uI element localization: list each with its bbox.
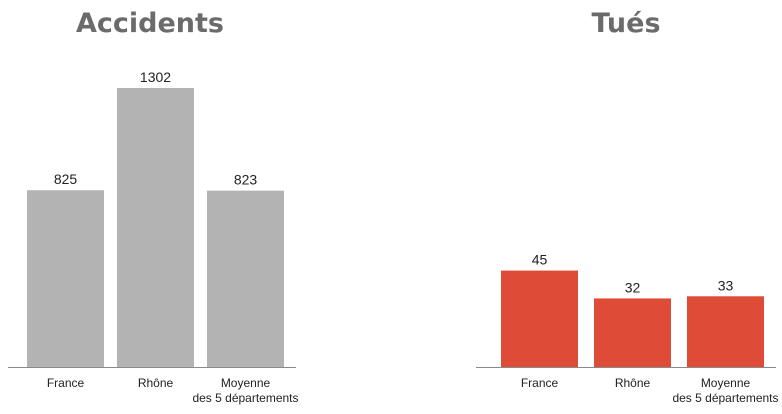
data-label: 823 (234, 172, 258, 188)
data-label: 33 (718, 277, 734, 293)
data-label: 825 (54, 171, 78, 187)
chart-title: Tués (591, 8, 661, 39)
accidents-chart: Accidents 825 France 1302 Rhône 823 Moyenne de… (0, 0, 300, 414)
tues-plot: 45 France 32 Rhône 33 Moyenne des 5 départemen… (476, 252, 779, 405)
bar (501, 270, 578, 367)
bar (594, 298, 671, 367)
x-tick-label: Rhône (615, 376, 651, 390)
data-label: 45 (532, 252, 548, 268)
bar (207, 190, 284, 367)
x-tick-label: France (521, 376, 559, 390)
x-tick-label: Moyenne des 5 départements (672, 376, 778, 405)
x-tick-label: Moyenne des 5 départements (192, 376, 298, 405)
x-tick-label: France (47, 376, 85, 390)
chart-title: Accidents (76, 8, 224, 39)
bar (27, 190, 104, 367)
data-label: 32 (625, 279, 641, 295)
bar (117, 88, 194, 367)
data-label: 1302 (140, 69, 171, 85)
x-tick-label: Rhône (138, 376, 174, 390)
tues-chart: Tués 45 France 32 Rhône 33 Moyenne des 5 dépar… (470, 0, 782, 414)
bar (687, 296, 764, 367)
accidents-plot: 825 France 1302 Rhône 823 Moyenne des 5 départ… (8, 69, 299, 405)
